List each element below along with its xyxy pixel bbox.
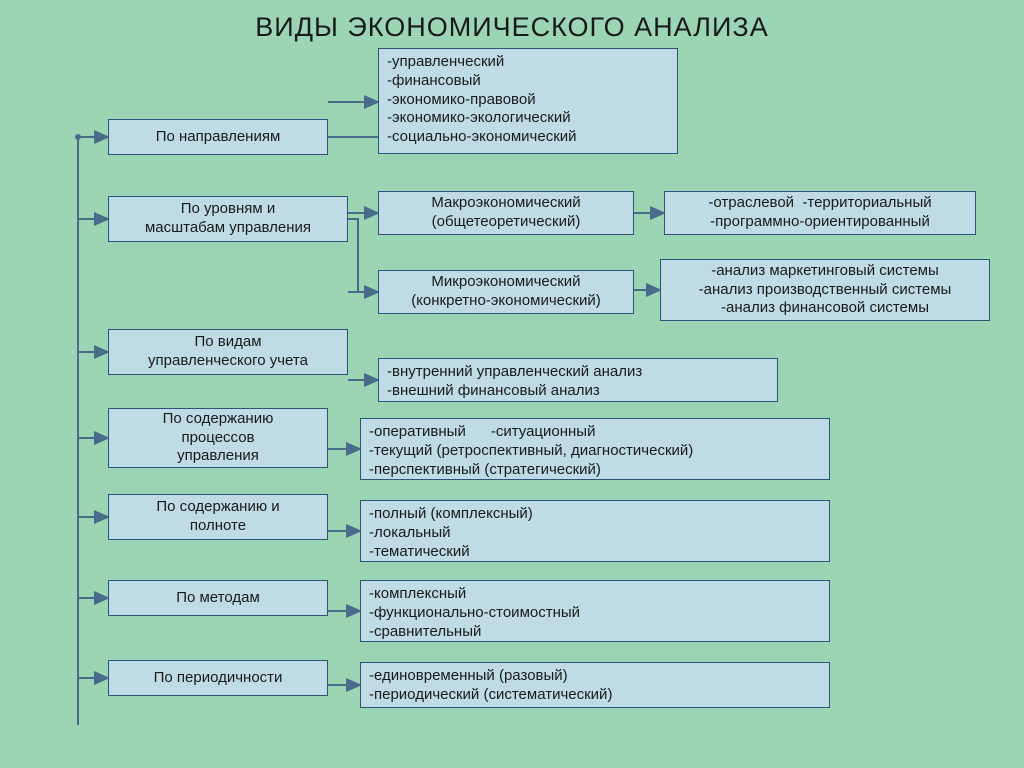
detail-box: -полный (комплексный)-локальный-тематиче…	[360, 500, 830, 562]
category-box: По содержаниюпроцессовуправления	[108, 408, 328, 468]
category-label-line: По содержанию и	[156, 498, 279, 517]
detail-line: -единовременный (разовый)	[369, 667, 568, 686]
detail-line: -экономико-экологический	[387, 109, 571, 128]
detail-line: -внешний финансовый анализ	[387, 382, 600, 401]
category-label-line: По периодичности	[154, 669, 283, 688]
category-box: По методам	[108, 580, 328, 616]
detail-box: -отраслевой -территориальный-программно-…	[664, 191, 976, 235]
detail-line: -социально-экономический	[387, 128, 577, 147]
category-label-line: По содержанию	[163, 410, 274, 429]
diagram-canvas: ВИДЫ ЭКОНОМИЧЕСКОГО АНАЛИЗА По направлен…	[0, 0, 1024, 768]
detail-line: -анализ финансовой системы	[721, 299, 929, 318]
detail-line: -комплексный	[369, 585, 466, 604]
category-box: По уровням имасштабам управления	[108, 196, 348, 242]
category-label-line: полноте	[190, 517, 246, 536]
detail-line: (конкретно-экономический)	[411, 292, 601, 311]
category-label-line: управленческого учета	[148, 352, 308, 371]
detail-line: -финансовый	[387, 72, 481, 91]
category-label-line: управления	[177, 447, 259, 466]
detail-box: Микроэкономический(конкретно-экономическ…	[378, 270, 634, 314]
detail-line: -отраслевой -территориальный	[708, 194, 931, 213]
detail-box: Макроэкономический(общетеоретический)	[378, 191, 634, 235]
category-label-line: По направлениям	[156, 128, 281, 147]
detail-line: -экономико-правовой	[387, 91, 536, 110]
detail-box: -внутренний управленческий анализ-внешни…	[378, 358, 778, 402]
detail-line: -функционально-стоимостный	[369, 604, 580, 623]
category-label-line: По уровням и	[181, 200, 276, 219]
detail-line: -локальный	[369, 524, 451, 543]
category-box: По содержанию иполноте	[108, 494, 328, 540]
detail-line: -периодический (систематический)	[369, 686, 612, 705]
category-box: По видамуправленческого учета	[108, 329, 348, 375]
category-box: По направлениям	[108, 119, 328, 155]
detail-line: -анализ маркетинговый системы	[711, 262, 939, 281]
detail-line: -оперативный -ситуационный	[369, 423, 595, 442]
detail-box: -управленческий-финансовый-экономико-пра…	[378, 48, 678, 154]
category-label-line: процессов	[181, 429, 254, 448]
detail-line: -перспективный (стратегический)	[369, 461, 601, 480]
detail-line: -внутренний управленческий анализ	[387, 363, 642, 382]
detail-line: Микроэкономический	[431, 273, 580, 292]
detail-box: -единовременный (разовый)-периодический …	[360, 662, 830, 708]
detail-line: -полный (комплексный)	[369, 505, 533, 524]
category-box: По периодичности	[108, 660, 328, 696]
diagram-title: ВИДЫ ЭКОНОМИЧЕСКОГО АНАЛИЗА	[0, 12, 1024, 43]
category-label-line: По методам	[176, 589, 260, 608]
detail-box: -оперативный -ситуационный-текущий (ретр…	[360, 418, 830, 480]
detail-line: -текущий (ретроспективный, диагностическ…	[369, 442, 693, 461]
detail-box: -анализ маркетинговый системы-анализ про…	[660, 259, 990, 321]
detail-line: -тематический	[369, 543, 470, 562]
detail-line: Макроэкономический	[431, 194, 580, 213]
detail-line: -программно-ориентированный	[710, 213, 930, 232]
detail-line: -управленческий	[387, 53, 504, 72]
detail-line: (общетеоретический)	[432, 213, 581, 232]
detail-line: -сравнительный	[369, 623, 481, 642]
category-label-line: По видам	[194, 333, 261, 352]
category-label-line: масштабам управления	[145, 219, 311, 238]
detail-line: -анализ производственный системы	[699, 281, 952, 300]
detail-box: -комплексный-функционально-стоимостный-с…	[360, 580, 830, 642]
